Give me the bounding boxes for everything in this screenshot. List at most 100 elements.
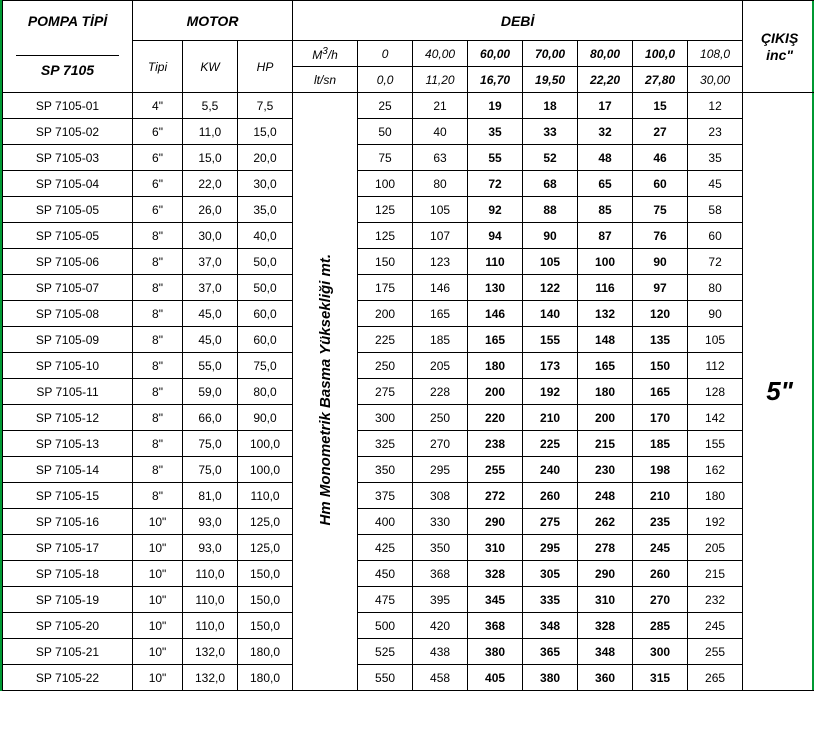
cell-value: 315: [633, 665, 688, 691]
hdr-cikis: ÇIKIŞinc": [743, 1, 814, 93]
cell-kw: 59,0: [183, 379, 238, 405]
cell-kw: 66,0: [183, 405, 238, 431]
cell-value: 170: [633, 405, 688, 431]
cell-hp: 125,0: [238, 509, 293, 535]
cell-value: 60: [633, 171, 688, 197]
cell-hp: 110,0: [238, 483, 293, 509]
cell-value: 23: [688, 119, 743, 145]
cell-kw: 37,0: [183, 275, 238, 301]
pump-spec-table: POMPA TİPİ MOTOR DEBİ ÇIKIŞinc" Tipi KW …: [0, 0, 814, 691]
cell-value: 225: [523, 431, 578, 457]
cell-value: 90: [688, 301, 743, 327]
cell-hp: 150,0: [238, 561, 293, 587]
cell-value: 150: [633, 353, 688, 379]
cell-value: 140: [523, 301, 578, 327]
cell-value: 240: [523, 457, 578, 483]
cell-value: 260: [523, 483, 578, 509]
cell-value: 162: [688, 457, 743, 483]
cell-hp: 180,0: [238, 639, 293, 665]
cell-value: 375: [358, 483, 413, 509]
cell-value: 290: [578, 561, 633, 587]
cell-kw: 75,0: [183, 431, 238, 457]
cell-hp: 180,0: [238, 665, 293, 691]
cell-value: 46: [633, 145, 688, 171]
cikis-label: ÇIKIŞinc": [761, 30, 798, 63]
table-row: SP 7105-014"5,57,5Hm Monometrik Basma Yü…: [3, 93, 814, 119]
cell-hp: 30,0: [238, 171, 293, 197]
cell-value: 192: [688, 509, 743, 535]
cell-model: SP 7105-03: [3, 145, 133, 171]
cell-model: SP 7105-22: [3, 665, 133, 691]
cell-kw: 110,0: [183, 561, 238, 587]
flow-ltsn-4: 22,20: [578, 67, 633, 93]
cell-value: 94: [468, 223, 523, 249]
cell-value: 52: [523, 145, 578, 171]
cell-model: SP 7105-18: [3, 561, 133, 587]
cell-model: SP 7105-08: [3, 301, 133, 327]
cell-tipi: 10": [133, 639, 183, 665]
table-row: SP 7105-2110"132,0180,052543838036534830…: [3, 639, 814, 665]
cell-value: 250: [358, 353, 413, 379]
cell-model: SP 7105-11: [3, 379, 133, 405]
flow-m3h-4: 80,00: [578, 41, 633, 67]
cell-tipi: 8": [133, 405, 183, 431]
cell-tipi: 10": [133, 535, 183, 561]
table-row: SP 7105-078"37,050,01751461301221169780: [3, 275, 814, 301]
cell-hp: 90,0: [238, 405, 293, 431]
cell-tipi: 8": [133, 301, 183, 327]
cell-tipi: 8": [133, 223, 183, 249]
cell-value: 360: [578, 665, 633, 691]
flow-ltsn-5: 27,80: [633, 67, 688, 93]
cell-hp: 50,0: [238, 249, 293, 275]
cell-value: 105: [688, 327, 743, 353]
cell-model: SP 7105-01: [3, 93, 133, 119]
cell-model: SP 7105-15: [3, 483, 133, 509]
cell-value: 72: [468, 171, 523, 197]
cell-tipi: 10": [133, 561, 183, 587]
cell-value: 500: [358, 613, 413, 639]
cell-value: 278: [578, 535, 633, 561]
cell-value: 165: [468, 327, 523, 353]
cell-value: 255: [468, 457, 523, 483]
col-tipi: Tipi: [133, 41, 183, 93]
cell-value: 210: [523, 405, 578, 431]
col-ltsn: lt/sn: [293, 67, 358, 93]
hdr-debi: DEBİ: [293, 1, 743, 41]
cell-value: 238: [468, 431, 523, 457]
cell-value: 230: [578, 457, 633, 483]
cell-value: 155: [523, 327, 578, 353]
cell-value: 125: [358, 197, 413, 223]
cell-kw: 110,0: [183, 587, 238, 613]
cell-value: 300: [633, 639, 688, 665]
flow-ltsn-3: 19,50: [523, 67, 578, 93]
cell-value: 198: [633, 457, 688, 483]
cell-value: 272: [468, 483, 523, 509]
cell-value: 132: [578, 301, 633, 327]
table-row: SP 7105-026"11,015,050403533322723: [3, 119, 814, 145]
table-row: SP 7105-108"55,075,025020518017316515011…: [3, 353, 814, 379]
cell-kw: 93,0: [183, 509, 238, 535]
cell-value: 80: [688, 275, 743, 301]
cell-value: 146: [413, 275, 468, 301]
cell-value: 90: [523, 223, 578, 249]
table-row: SP 7105-046"22,030,0100807268656045: [3, 171, 814, 197]
cell-tipi: 10": [133, 665, 183, 691]
cell-hp: 20,0: [238, 145, 293, 171]
cell-value: 262: [578, 509, 633, 535]
cell-value: 350: [413, 535, 468, 561]
cell-tipi: 6": [133, 119, 183, 145]
cell-value: 300: [358, 405, 413, 431]
cell-model: SP 7105-19: [3, 587, 133, 613]
cell-tipi: 8": [133, 431, 183, 457]
cell-value: 235: [633, 509, 688, 535]
flow-ltsn-0: 0,0: [358, 67, 413, 93]
table-row: SP 7105-088"45,060,020016514614013212090: [3, 301, 814, 327]
cell-value: 295: [523, 535, 578, 561]
cell-model: SP 7105-02: [3, 119, 133, 145]
cell-value: 255: [688, 639, 743, 665]
cell-value: 550: [358, 665, 413, 691]
cell-kw: 45,0: [183, 301, 238, 327]
cell-tipi: 10": [133, 509, 183, 535]
table-row: SP 7105-138"75,0100,03252702382252151851…: [3, 431, 814, 457]
cell-value: 35: [468, 119, 523, 145]
